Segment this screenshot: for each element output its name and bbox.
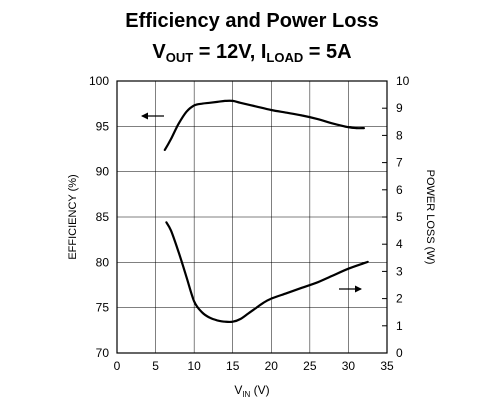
curves bbox=[163, 99, 369, 324]
y-right-tick-label: 3 bbox=[396, 264, 403, 278]
grid-lines bbox=[117, 81, 387, 353]
y-axis-label-left: EFFICIENCY (%) bbox=[67, 174, 79, 259]
x-tick-label: 5 bbox=[152, 359, 159, 373]
y-right-tick-label: 5 bbox=[396, 210, 403, 224]
y-left-tick-label: 100 bbox=[89, 74, 109, 88]
x-tick-label: 0 bbox=[114, 359, 121, 373]
y-left-tick-label: 95 bbox=[96, 119, 110, 133]
y-right-tick-label: 1 bbox=[396, 319, 403, 333]
efficiency-curve bbox=[163, 99, 365, 151]
chart-title-line2: VOUT = 12V, ILOAD = 5A bbox=[152, 41, 351, 65]
x-tick-label: 15 bbox=[226, 359, 240, 373]
y-left-tick-label: 90 bbox=[96, 165, 110, 179]
x-tick-label: 35 bbox=[380, 359, 394, 373]
left-axis-arrow bbox=[141, 112, 164, 120]
x-tick-label: 10 bbox=[187, 359, 201, 373]
y-axis-label-right: POWER LOSS (W) bbox=[424, 170, 436, 265]
y-right-tick-label: 6 bbox=[396, 183, 403, 197]
y-right-tick-label: 7 bbox=[396, 156, 403, 170]
chart-title-line1: Efficiency and Power Loss bbox=[125, 10, 378, 32]
power-loss-curve bbox=[165, 221, 369, 324]
x-axis-label: VIN (V) bbox=[234, 383, 269, 399]
y-left-tick-label: 75 bbox=[96, 301, 110, 315]
y-left-tick-label: 70 bbox=[96, 346, 110, 360]
y-left-tick-label: 85 bbox=[96, 210, 110, 224]
tick-labels: 0 5 10 15 20 25 30 35 70 75 80 85 90 95 100 0 1 2 3 4 5 6 7 8 9 1… bbox=[89, 74, 410, 373]
y-right-tick-label: 2 bbox=[396, 292, 403, 306]
y-right-tick-label: 9 bbox=[396, 101, 403, 115]
y-right-tick-label: 10 bbox=[396, 74, 410, 88]
x-tick-label: 20 bbox=[265, 359, 279, 373]
y-right-tick-label: 8 bbox=[396, 128, 403, 142]
y-left-tick-label: 80 bbox=[96, 255, 110, 269]
x-tick-label: 25 bbox=[303, 359, 317, 373]
y-right-tick-label: 4 bbox=[396, 237, 403, 251]
right-axis-arrow bbox=[339, 285, 362, 293]
y-right-tick-label: 0 bbox=[396, 346, 403, 360]
x-tick-label: 30 bbox=[342, 359, 356, 373]
